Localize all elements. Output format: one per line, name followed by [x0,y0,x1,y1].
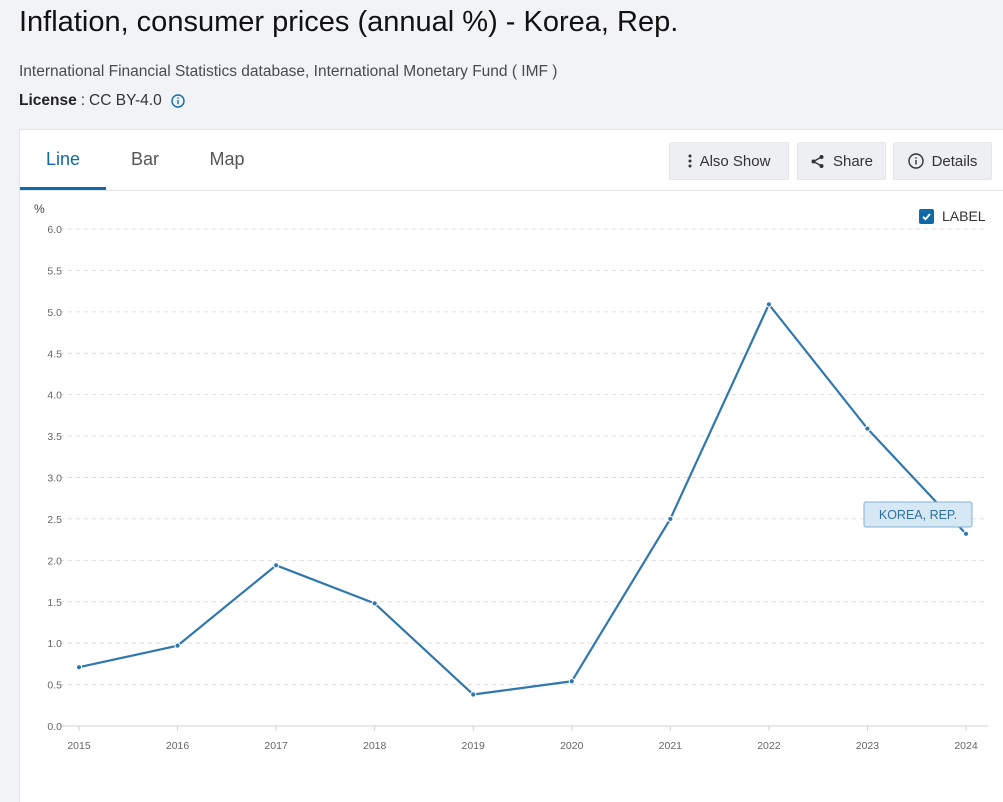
series-layer [75,301,970,698]
y-axis-label: % [34,202,45,216]
y-tick-label: 6.0 [47,224,62,236]
y-tick-label: 2.0 [47,555,62,567]
data-point [667,515,674,523]
label-toggle[interactable]: LABEL [919,208,986,224]
x-tick-label: 2018 [363,740,387,752]
data-point [470,691,477,698]
license-row: License : CC BY-4.0 [19,92,185,110]
license-separator: : [80,92,86,109]
y-axis: % 0.0 0.5 1.0 1.5 2.0 2.5 3.0 3.5 4.0 4.5 5.0 5.5 6.0 [34,202,62,733]
line-chart: % 0.0 0.5 1.0 1.5 2.0 2.5 3.0 3.5 4.0 4.5 5.0 5.5 6.0… [34,202,988,752]
info-circle-icon [907,153,924,169]
data-point [174,642,181,649]
y-tick-label: 1.5 [47,597,62,609]
data-point [371,600,378,607]
chart-tabbar: Line Bar Map Also Show Share Details [20,130,1003,191]
data-point [864,425,871,432]
x-axis: 2015 2016 2017 2018 2019 2020 2021 2022 2023 2024 [67,726,978,752]
series-label-layer: KOREA, REP. [863,501,973,528]
y-tick-label: 4.5 [47,348,62,360]
more-vertical-icon [688,154,692,168]
data-point [273,562,280,569]
y-tick-label: 1.0 [47,638,62,650]
label-toggle-text: LABEL [942,208,986,224]
y-tick-label: 0.0 [47,721,62,733]
series-line [78,303,967,696]
source-text: International Financial Statistics datab… [19,63,558,80]
y-tick-label: 2.5 [47,514,62,526]
grid-layer [60,228,988,727]
share-label: Share [832,152,874,170]
y-tick-label: 5.0 [47,307,62,319]
chart-card: Line Bar Map Also Show Share Details [19,129,1003,802]
details-button[interactable]: Details [893,142,992,180]
series-label: KOREA, REP. [879,508,957,522]
license-label: License [19,92,77,109]
details-label: Details [931,152,978,170]
x-tick-label: 2024 [954,740,978,752]
label-checkbox[interactable] [919,208,934,224]
y-tick-label: 3.5 [47,431,62,443]
data-point [962,530,970,537]
data-point [568,678,575,685]
license-value: CC BY-4.0 [89,92,162,109]
y-tick-label: 0.5 [47,680,62,692]
also-show-label: Also Show [699,152,771,170]
x-tick-label: 2023 [856,740,880,752]
x-tick-label: 2016 [166,740,190,752]
x-tick-label: 2021 [659,740,683,752]
page-title: Inflation, consumer prices (annual %) - … [19,6,679,38]
y-tick-label: 5.5 [47,265,62,277]
tab-bar[interactable]: Bar [130,149,159,169]
share-button[interactable]: Share [797,142,886,180]
also-show-button[interactable]: Also Show [669,142,789,180]
check-icon [922,212,931,221]
x-tick-label: 2017 [264,740,288,752]
data-point [75,664,83,671]
x-tick-label: 2020 [560,740,584,752]
series-label-box [863,501,973,528]
data-point [765,301,772,308]
tab-line[interactable]: Line [20,130,106,190]
info-icon[interactable] [171,94,185,108]
x-tick-label: 2015 [67,740,91,752]
share-icon [811,154,824,168]
x-tick-label: 2022 [757,740,781,752]
y-tick-label: 3.0 [47,473,62,485]
x-tick-label: 2019 [462,740,486,752]
y-tick-label: 4.0 [47,390,62,402]
tab-map[interactable]: Map [209,149,245,169]
